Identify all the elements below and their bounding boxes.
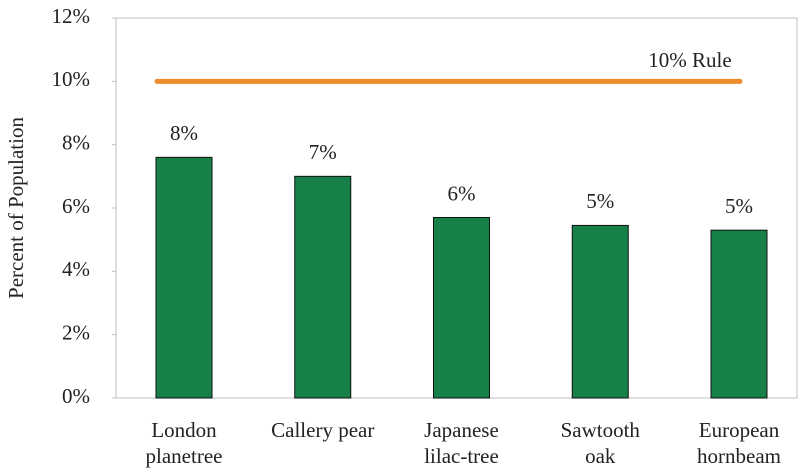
y-tick-label: 10%	[52, 67, 91, 91]
y-tick-label: 0%	[62, 384, 90, 408]
bar	[571, 224, 629, 399]
bar	[710, 229, 768, 399]
y-tick-label: 4%	[62, 257, 90, 281]
data-label: 5%	[725, 194, 753, 218]
x-tick-label: London planetree	[146, 418, 223, 468]
data-label: 7%	[309, 140, 337, 164]
x-tick-label: Sawtooth oak	[561, 418, 641, 468]
bar	[155, 156, 213, 399]
bar	[294, 175, 352, 399]
data-label: 6%	[448, 181, 476, 205]
y-tick-label: 2%	[62, 320, 90, 344]
x-tick-label: Japanese lilac-tree	[424, 418, 499, 468]
data-label: 8%	[170, 121, 198, 145]
x-tick-label: European hornbeam	[697, 418, 781, 468]
bar	[433, 217, 490, 399]
reference-label: 10% Rule	[648, 48, 731, 72]
y-tick-label: 6%	[62, 194, 90, 218]
x-tick-label: Callery pear	[271, 418, 374, 442]
y-tick-label: 12%	[52, 4, 91, 28]
y-tick-label: 8%	[62, 130, 90, 154]
y-axis-label: Percent of Population	[4, 117, 28, 299]
data-label: 5%	[586, 189, 614, 213]
